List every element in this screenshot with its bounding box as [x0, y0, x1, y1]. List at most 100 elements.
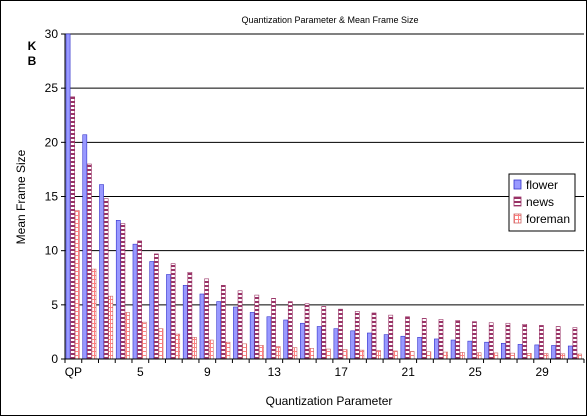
x-tick-label: 25: [468, 365, 482, 379]
bar-foreman: [108, 295, 114, 360]
x-tick-label: 29: [535, 365, 549, 379]
y-tick-label: 5: [51, 298, 58, 312]
y-axis-label: Mean Frame Size: [14, 149, 28, 244]
bar-flower: [233, 306, 238, 360]
bar-flower: [266, 316, 272, 360]
bar-foreman: [577, 353, 582, 360]
bar-flower: [383, 334, 389, 360]
bar-news: [120, 223, 126, 360]
x-tick-label: 9: [204, 365, 211, 379]
bar-flower: [534, 344, 540, 360]
bar-foreman: [158, 328, 164, 360]
bar-flower: [567, 345, 573, 360]
legend-swatch-flower: [513, 179, 522, 190]
bar-flower: [182, 285, 188, 360]
legend-label-foreman: foreman: [526, 212, 570, 226]
bar-foreman: [225, 341, 231, 360]
bar-news: [338, 308, 343, 360]
bar-flower: [500, 342, 506, 360]
bar-foreman: [543, 353, 549, 360]
bar-foreman: [259, 345, 264, 360]
bar-foreman: [459, 352, 465, 360]
legend-label-news: news: [526, 195, 554, 209]
bar-news: [220, 285, 226, 360]
bar-foreman: [242, 343, 248, 360]
bar-foreman: [493, 352, 499, 360]
bar-foreman: [359, 349, 365, 360]
bar-flower: [333, 328, 339, 360]
chart-title: Quantization Parameter & Mean Frame Size: [241, 15, 418, 25]
bar-foreman: [392, 350, 398, 360]
bar-flower: [283, 319, 289, 360]
bar-news: [405, 316, 410, 360]
bar-news: [572, 327, 578, 360]
bar-flower: [367, 332, 372, 360]
bar-news: [488, 322, 494, 360]
bar-news: [304, 303, 310, 360]
bar-flower: [166, 274, 171, 360]
x-tick-label: 21: [402, 365, 416, 379]
bar-foreman: [309, 348, 314, 360]
bar-news: [254, 294, 260, 360]
x-tick-label: 13: [268, 365, 282, 379]
bars: [65, 33, 582, 360]
bar-flower: [300, 322, 305, 360]
y-unit-line-1: K: [28, 39, 37, 53]
bar-news: [539, 325, 544, 360]
x-axis-label: Quantization Parameter: [266, 394, 393, 408]
bar-news: [170, 263, 176, 360]
bar-foreman: [208, 339, 214, 360]
x-tick-label: QP: [65, 365, 82, 379]
bar-news: [371, 312, 377, 360]
y-tick-label: 25: [45, 81, 59, 95]
bar-news: [321, 306, 327, 360]
bar-news: [421, 318, 427, 360]
bar-foreman: [74, 210, 80, 360]
bar-news: [137, 240, 142, 360]
bar-news: [154, 253, 159, 360]
bar-news: [87, 163, 92, 360]
bar-news: [271, 298, 276, 360]
bar-foreman: [426, 351, 432, 360]
y-tick-label: 20: [45, 135, 59, 149]
y-tick-label: 0: [51, 352, 58, 366]
bar-foreman: [476, 352, 482, 360]
bar-flower: [400, 335, 406, 360]
bar-news: [103, 198, 109, 360]
bar-flower: [216, 301, 222, 360]
bar-news: [287, 301, 293, 360]
bar-flower: [65, 33, 71, 360]
bar-flower: [82, 134, 88, 360]
bar-flower: [149, 261, 155, 360]
legend: flower news foreman: [508, 173, 576, 232]
bar-news: [455, 320, 461, 360]
bar-news: [187, 272, 193, 360]
bar-flower: [132, 243, 138, 360]
y-tick-label: 30: [45, 27, 59, 41]
bar-foreman: [326, 348, 331, 360]
bar-flower: [249, 312, 255, 360]
bar-foreman: [175, 333, 181, 360]
bar-news: [522, 324, 528, 360]
bar-flower: [467, 340, 473, 360]
bar-news: [354, 311, 360, 360]
bar-news: [388, 314, 394, 360]
bar-foreman: [141, 321, 147, 360]
bar-flower: [199, 293, 205, 360]
y-tick-label: 10: [45, 244, 59, 258]
bar-flower: [316, 326, 322, 360]
bar-foreman: [91, 268, 97, 360]
bar-flower: [417, 337, 422, 360]
bar-foreman: [409, 351, 415, 360]
bar-news: [204, 278, 209, 360]
bar-flower: [434, 338, 439, 360]
bar-flower: [115, 220, 121, 360]
x-tick-label: 17: [335, 365, 349, 379]
x-tick-label: 5: [137, 365, 144, 379]
legend-swatch-foreman: [513, 213, 522, 224]
bar-news: [438, 319, 444, 360]
bar-flower: [551, 345, 556, 360]
bar-news: [237, 290, 243, 360]
